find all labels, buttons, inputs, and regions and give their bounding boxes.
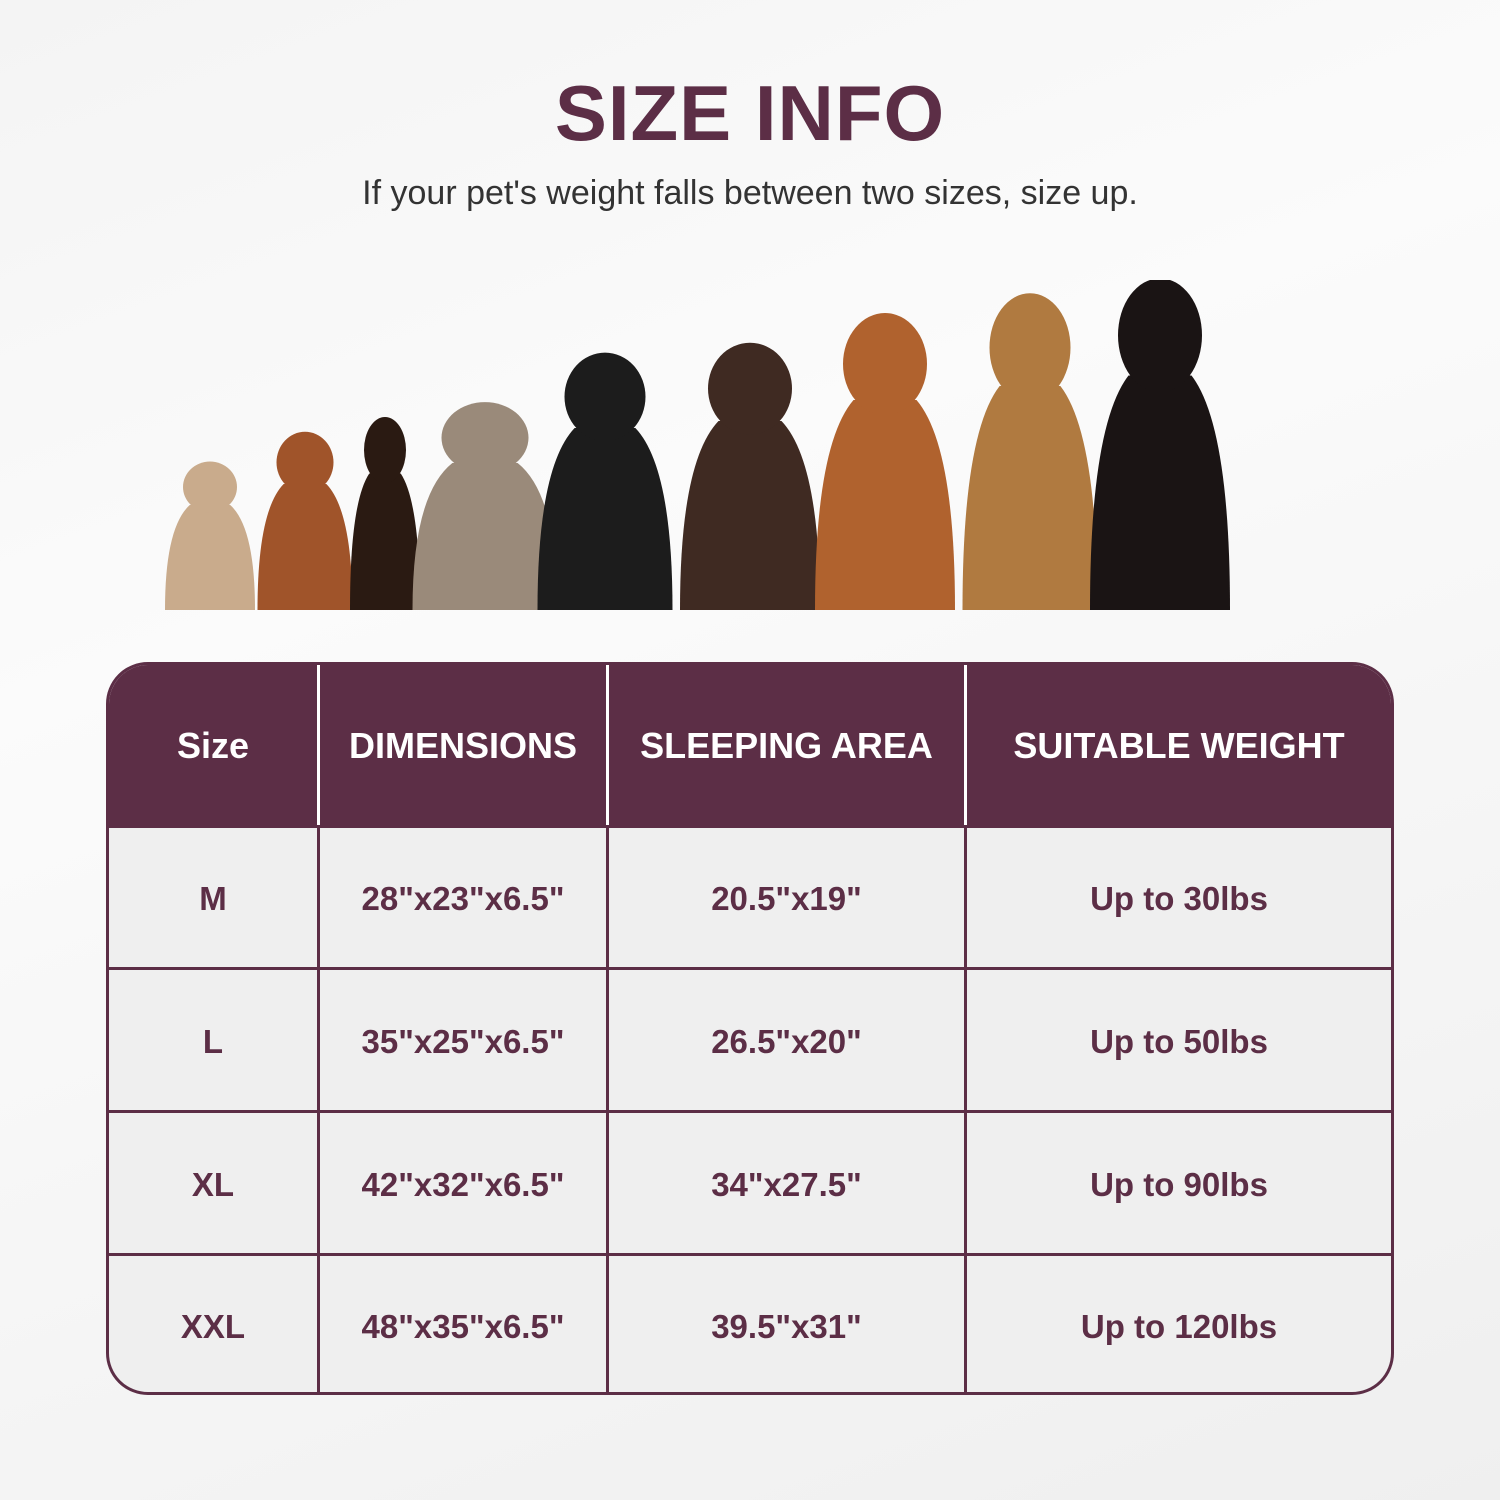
table-row: M 28"x23"x6.5" 20.5"x19" Up to 30lbs [109,825,1391,970]
border-collie-dog [537,352,673,610]
cell-weight: Up to 30lbs [967,825,1391,970]
chocolate-labrador-dog [680,342,820,610]
cell-weight: Up to 90lbs [967,1110,1391,1256]
table-row: XXL 48"x35"x6.5" 39.5"x31" Up to 120lbs [109,1253,1391,1392]
cell-weight: Up to 50lbs [967,967,1391,1113]
table-header: Size DIMENSIONS SLEEPING AREA SUITABLE W… [109,665,1391,827]
cell-dimensions: 48"x35"x6.5" [320,1253,609,1392]
header-size: Size [109,665,320,827]
english-bulldog-dog [412,402,558,610]
cell-sleeping-area: 34"x27.5" [609,1110,967,1256]
cell-sleeping-area: 39.5"x31" [609,1253,967,1392]
cell-dimensions: 28"x23"x6.5" [320,825,609,970]
cell-size: L [109,967,320,1113]
cell-size: M [109,825,320,970]
cell-weight: Up to 120lbs [967,1253,1391,1392]
page-title: SIZE INFO [554,69,946,157]
vizsla-dog [815,313,955,610]
cell-dimensions: 35"x25"x6.5" [320,967,609,1113]
bernese-mountain-dog-dog [1090,280,1230,610]
cell-size: XXL [109,1253,320,1392]
cell-size: XL [109,1110,320,1256]
cell-sleeping-area: 26.5"x20" [609,967,967,1113]
header-dimensions: DIMENSIONS [320,665,609,827]
cavalier-spaniel-dog [257,431,353,610]
size-table: Size DIMENSIONS SLEEPING AREA SUITABLE W… [106,662,1394,1395]
cell-dimensions: 42"x32"x6.5" [320,1110,609,1256]
miniature-pinscher-dog [350,416,420,610]
table-row: XL 42"x32"x6.5" 34"x27.5" Up to 90lbs [109,1110,1391,1256]
subtitle: If your pet's weight falls between two s… [362,174,1138,212]
table-row: L 35"x25"x6.5" 26.5"x20" Up to 50lbs [109,967,1391,1113]
cell-sleeping-area: 20.5"x19" [609,825,967,970]
header-sleeping-area: SLEEPING AREA [609,665,967,827]
header-suitable-weight: SUITABLE WEIGHT [1013,725,1345,766]
french-bulldog-dog [165,461,255,610]
dogs-lineup-image [165,280,1230,610]
german-shepherd-dog [962,293,1098,610]
